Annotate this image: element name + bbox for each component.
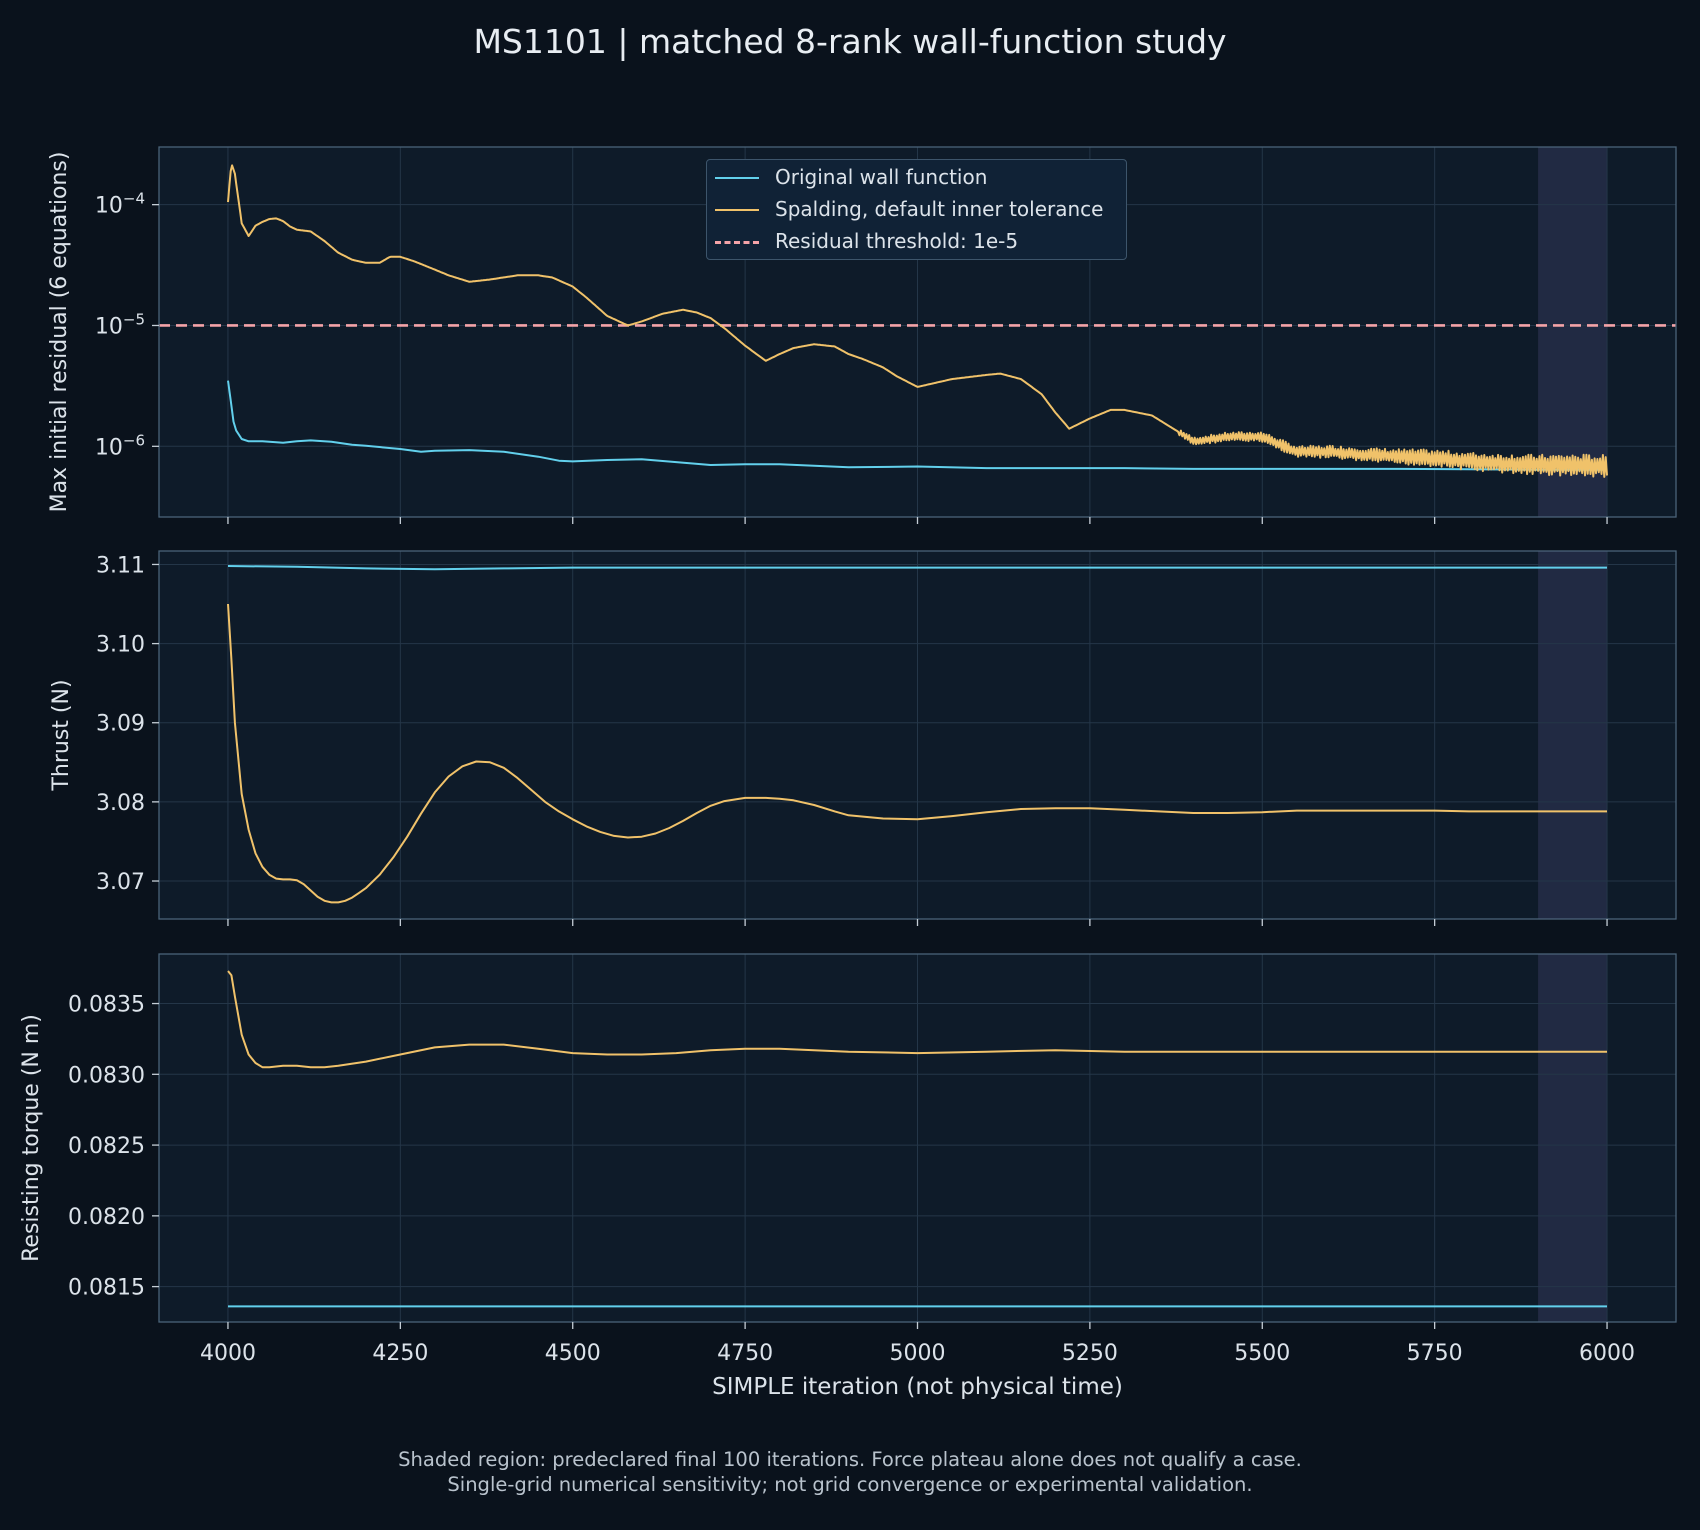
y-tick-label: 10−4 xyxy=(95,190,145,219)
x-tick-label: 6000 xyxy=(1579,1341,1635,1366)
page-title: MS1101 | matched 8-rank wall-function st… xyxy=(473,22,1227,61)
x-tick-label: 5000 xyxy=(890,1341,946,1366)
series-line-spalding xyxy=(227,164,1608,478)
legend-swatch-original xyxy=(715,177,759,179)
y-tick-label: 10−5 xyxy=(95,310,145,339)
y-tick-label: 3.07 xyxy=(96,870,145,895)
y-axis-label: Resisting torque (N m) xyxy=(19,1014,44,1262)
y-tick-label: 0.0820 xyxy=(68,1205,145,1230)
legend-item-threshold: Residual threshold: 1e-5 xyxy=(707,226,1126,256)
y-tick-label: 0.0815 xyxy=(68,1276,145,1301)
footnote-line-1: Shaded region: predeclared final 100 ite… xyxy=(398,1448,1302,1471)
y-axis-label: Max initial residual (6 equations) xyxy=(47,152,72,513)
x-tick-label: 4750 xyxy=(717,1341,773,1366)
y-tick-label: 3.11 xyxy=(96,553,145,578)
shaded-final-region xyxy=(1538,551,1608,919)
series-line-spalding xyxy=(227,970,1607,1069)
footnote-line-2: Single-grid numerical sensitivity; not g… xyxy=(447,1473,1253,1496)
y-tick-label: 0.0835 xyxy=(68,993,145,1018)
y-tick-label: 3.10 xyxy=(96,633,145,658)
series-line-original xyxy=(227,380,1607,471)
x-tick-label: 4000 xyxy=(200,1341,256,1366)
legend-item-spalding: Spalding, default inner tolerance xyxy=(707,194,1126,224)
x-tick-label: 5500 xyxy=(1234,1341,1290,1366)
legend-swatch-spalding xyxy=(715,209,759,211)
panel-3: 0.0815 0.0820 0.0825 0.0830 0.0835 Resisting … xyxy=(19,953,1677,1400)
x-tick-label: 5750 xyxy=(1407,1341,1463,1366)
legend-label-spalding: Spalding, default inner tolerance xyxy=(775,197,1104,221)
panel-2: 3.07 3.08 3.09 3.10 3.11 Thrust (N) xyxy=(49,550,1677,926)
legend-label-threshold: Residual threshold: 1e-5 xyxy=(775,229,1019,253)
legend: Original wall function Spalding, default… xyxy=(706,159,1127,260)
series-line-spalding xyxy=(227,603,1607,904)
y-axis-label: Thrust (N) xyxy=(49,679,74,791)
legend-swatch-threshold xyxy=(715,241,759,244)
y-tick-label: 3.08 xyxy=(96,791,145,816)
legend-item-original: Original wall function xyxy=(707,162,1126,192)
x-tick-label: 4500 xyxy=(545,1341,601,1366)
y-tick-label: 0.0830 xyxy=(68,1063,145,1088)
series-line-original xyxy=(227,565,1607,571)
x-tick-label: 5250 xyxy=(1062,1341,1118,1366)
x-tick-label: 4250 xyxy=(372,1341,428,1366)
y-tick-label: 3.09 xyxy=(96,712,145,737)
shaded-final-region xyxy=(1538,954,1608,1322)
y-tick-label: 10−6 xyxy=(95,431,145,460)
y-tick-label: 0.0825 xyxy=(68,1134,145,1159)
legend-label-original: Original wall function xyxy=(775,165,988,189)
x-axis-label: SIMPLE iteration (not physical time) xyxy=(712,1374,1123,1400)
